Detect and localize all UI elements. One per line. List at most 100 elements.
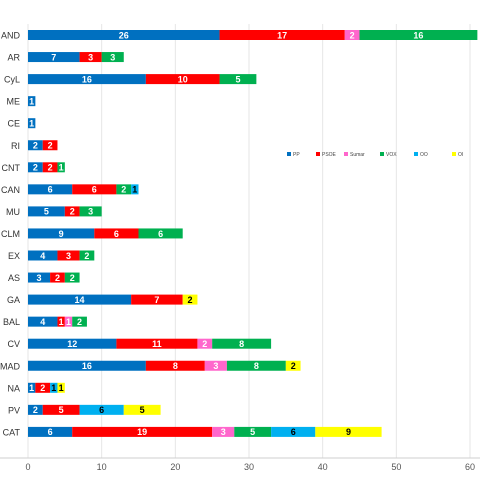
legend-swatch-vox [380, 152, 384, 156]
bar-cat-pp [28, 426, 73, 437]
x-tick-label-20: 20 [170, 462, 180, 472]
category-label-ce: CE [7, 119, 20, 129]
bar-cat-sumar [212, 426, 235, 437]
bar-ga-oi [182, 294, 198, 305]
data-label-mad-psoe: 8 [173, 361, 178, 371]
bar-can-oo [131, 184, 139, 195]
data-label-cyl-pp: 16 [82, 74, 92, 84]
bar-ex-vox [79, 250, 95, 261]
category-labels: AND AR CyL ME CE RI CNT CAN MU CLM EX AS GA BAL CV MAD N… [0, 31, 21, 438]
bar-cat-psoe [72, 426, 213, 437]
data-label-cat-pp: 6 [48, 427, 53, 437]
data-label-mu-vox: 3 [88, 207, 93, 217]
data-label-mu-pp: 5 [44, 207, 49, 217]
legend-swatch-psoe [316, 152, 320, 156]
bar-cyl-psoe [145, 74, 220, 85]
data-label-ex-vox: 2 [84, 251, 89, 261]
data-label-clm-vox: 6 [158, 229, 163, 239]
data-label-bal-vox: 2 [77, 317, 82, 327]
data-label-mad-sumar: 3 [213, 361, 218, 371]
data-label-can-oo: 1 [132, 185, 137, 195]
bar-ar-psoe [79, 52, 102, 63]
bar-ri-psoe [42, 140, 58, 151]
data-label-cat-oi: 9 [346, 427, 351, 437]
category-label-cyl: CyL [4, 75, 20, 85]
data-label-cnt-vox: 1 [59, 163, 64, 173]
bar-na-oi [57, 382, 65, 393]
data-label-mu-psoe: 2 [70, 207, 75, 217]
bar-cat-oo [271, 426, 316, 437]
x-tick-label-50: 50 [391, 462, 401, 472]
x-tick-label-0: 0 [25, 462, 30, 472]
bar-pv-pp [28, 404, 43, 415]
bar-and-sumar [344, 30, 360, 40]
legend: PP PSOE Sumar VOX OO OI [287, 152, 463, 158]
bar-ar-vox [101, 52, 124, 63]
bar-and-psoe [219, 30, 345, 40]
category-label-ex: EX [8, 251, 20, 261]
bar-bal-vox [72, 316, 87, 327]
category-label-bal: BAL [3, 317, 20, 327]
data-label-and-sumar: 2 [350, 30, 355, 40]
bar-mad-psoe [145, 360, 205, 371]
data-label-mad-pp: 16 [82, 361, 92, 371]
bar-cnt-pp [28, 162, 43, 173]
bar-ce-pp [28, 118, 36, 129]
data-label-na-psoe: 2 [40, 383, 45, 393]
legend-label-psoe: PSOE [322, 152, 337, 158]
bar-na-pp [28, 382, 36, 393]
bar-clm-vox [138, 228, 183, 239]
data-label-pv-psoe: 5 [59, 405, 64, 415]
category-label-and: AND [1, 31, 21, 41]
grid-lines [27, 24, 471, 458]
data-label-cv-sumar: 2 [202, 339, 207, 349]
bar-cv-psoe [116, 338, 198, 349]
data-label-ga-pp: 14 [75, 295, 85, 305]
data-label-ex-psoe: 3 [66, 251, 71, 261]
data-label-as-pp: 3 [37, 273, 42, 283]
x-tick-label-40: 40 [318, 462, 328, 472]
bar-bal-sumar [64, 316, 73, 327]
data-label-cat-sumar: 3 [221, 427, 226, 437]
data-label-cnt-pp: 2 [33, 163, 38, 173]
bar-clm-pp [28, 228, 95, 239]
data-label-ar-pp: 7 [51, 52, 56, 62]
bar-mad-pp [28, 360, 146, 371]
category-label-cat: CAT [3, 427, 21, 437]
bar-as-pp [28, 272, 51, 283]
data-label-as-vox: 2 [70, 273, 75, 283]
legend-label-vox: VOX [386, 152, 397, 158]
bar-cnt-vox [57, 162, 65, 173]
data-label-ga-oi: 2 [188, 295, 193, 305]
data-label-ga-psoe: 7 [154, 295, 159, 305]
legend-swatch-oi [452, 152, 456, 156]
data-label-ar-vox: 3 [110, 52, 115, 62]
bar-and-pp [28, 30, 220, 40]
bar-ex-pp [28, 250, 58, 261]
x-tick-label-10: 10 [97, 462, 107, 472]
legend-label-oi: OI [458, 152, 463, 158]
data-label-as-psoe: 2 [55, 273, 60, 283]
bar-me-pp [28, 96, 36, 107]
bar-bal-psoe [57, 316, 65, 327]
bar-and-vox [359, 30, 478, 40]
category-label-can: CAN [1, 185, 20, 195]
data-label-clm-psoe: 6 [114, 229, 119, 239]
category-label-cv: CV [7, 339, 20, 349]
data-label-cv-vox: 8 [239, 339, 244, 349]
bar-pv-psoe [42, 404, 80, 415]
data-label-cyl-vox: 5 [235, 74, 240, 84]
category-label-cnt: CNT [2, 163, 21, 173]
data-label-can-pp: 6 [48, 185, 53, 195]
data-label-cat-psoe: 19 [137, 427, 147, 437]
bar-cyl-pp [28, 74, 146, 85]
data-label-cv-pp: 12 [67, 339, 77, 349]
data-label-pv-oo: 6 [99, 405, 104, 415]
category-label-mad: MAD [0, 361, 21, 371]
bar-ar-pp [28, 52, 80, 63]
data-label-bal-psoe: 1 [59, 317, 64, 327]
legend-label-oo: OO [420, 152, 428, 158]
bar-ga-psoe [131, 294, 183, 305]
